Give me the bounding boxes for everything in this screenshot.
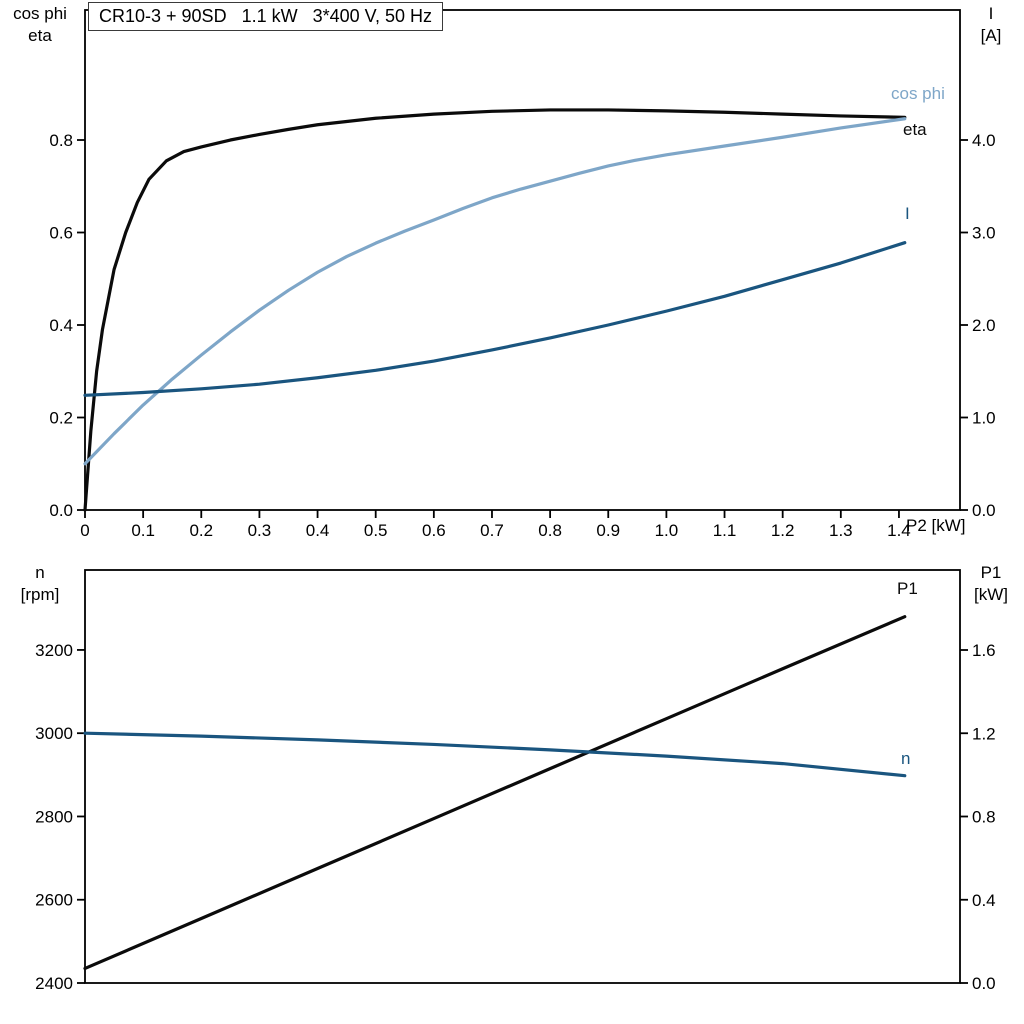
right-tick-label: 0.4 <box>972 891 996 910</box>
right-tick-label: 0.0 <box>972 501 996 520</box>
top-chart-right-axis-label: I [A] <box>962 3 1020 47</box>
right-tick-label: 2.0 <box>972 316 996 335</box>
left-tick-label: 3200 <box>35 641 73 660</box>
right-tick-label: 0.8 <box>972 808 996 827</box>
axis-label-line: [kW] <box>974 585 1008 604</box>
x-axis-label: P2 [kW] <box>906 516 966 535</box>
chart-title: CR10-3 + 90SD 1.1 kW 3*400 V, 50 Hz <box>88 2 444 31</box>
plot-frame <box>84 9 961 511</box>
curve-label-cos-phi: cos phi <box>891 84 945 103</box>
left-tick-label: 0.6 <box>49 224 73 243</box>
bottom-chart-left-axis-label: n [rpm] <box>0 562 80 606</box>
left-tick-label: 3000 <box>35 724 73 743</box>
x-tick-label: 1.4 <box>887 521 911 540</box>
series-p1 <box>83 615 907 971</box>
x-tick-label: 0.1 <box>131 521 155 540</box>
left-tick-label: 2600 <box>35 891 73 910</box>
left-tick-label: 0.4 <box>49 316 73 335</box>
x-tick-label: 0.8 <box>538 521 562 540</box>
axis-label-line: I <box>988 4 994 23</box>
left-tick-label: 2400 <box>35 974 73 993</box>
plot-frame <box>84 569 961 984</box>
axis-label-line: [rpm] <box>20 585 60 604</box>
left-tick-label: 0.8 <box>49 131 73 150</box>
left-tick-label: 0.0 <box>49 501 73 520</box>
left-tick-label: 0.2 <box>49 409 73 428</box>
series-cos_phi <box>83 117 907 466</box>
axis-label-line: P1 <box>980 563 1002 582</box>
right-tick-label: 3.0 <box>972 223 996 242</box>
axis-label-line: cos phi <box>13 4 67 23</box>
x-tick-label: 0.4 <box>306 521 330 540</box>
x-tick-label: 1.3 <box>829 521 853 540</box>
series-n <box>83 731 907 778</box>
axis-label-line: n <box>35 563 45 582</box>
axis-label-line: eta <box>28 26 52 45</box>
x-tick-label: 0.5 <box>364 521 388 540</box>
x-tick-label: 0.2 <box>189 521 213 540</box>
right-tick-label: 4.0 <box>972 131 996 150</box>
right-tick-label: 1.0 <box>972 408 996 427</box>
x-tick-label: 0.6 <box>422 521 446 540</box>
right-tick-label: 0.0 <box>972 974 996 993</box>
bottom-chart-right-axis-label: P1 [kW] <box>962 562 1020 606</box>
x-tick-label: 0.7 <box>480 521 504 540</box>
curve-label-current: I <box>905 204 910 223</box>
axis-label-line: [A] <box>980 26 1002 45</box>
x-tick-label: 0 <box>80 521 89 540</box>
x-tick-label: 0.3 <box>248 521 272 540</box>
x-tick-label: 0.9 <box>596 521 620 540</box>
x-tick-label: 1.2 <box>771 521 795 540</box>
right-tick-label: 1.2 <box>972 724 996 743</box>
x-tick-label: 1.1 <box>713 521 737 540</box>
x-tick-label: 1.0 <box>655 521 679 540</box>
series-eta <box>83 108 907 512</box>
curve-label-eta: eta <box>903 120 927 139</box>
curve-label-p1: P1 <box>897 579 918 598</box>
left-tick-label: 2800 <box>35 807 73 826</box>
right-tick-label: 1.6 <box>972 641 996 660</box>
series-current <box>83 241 907 397</box>
curve-label-n: n <box>901 749 911 768</box>
top-chart-left-axis-label: cos phi eta <box>0 3 80 47</box>
